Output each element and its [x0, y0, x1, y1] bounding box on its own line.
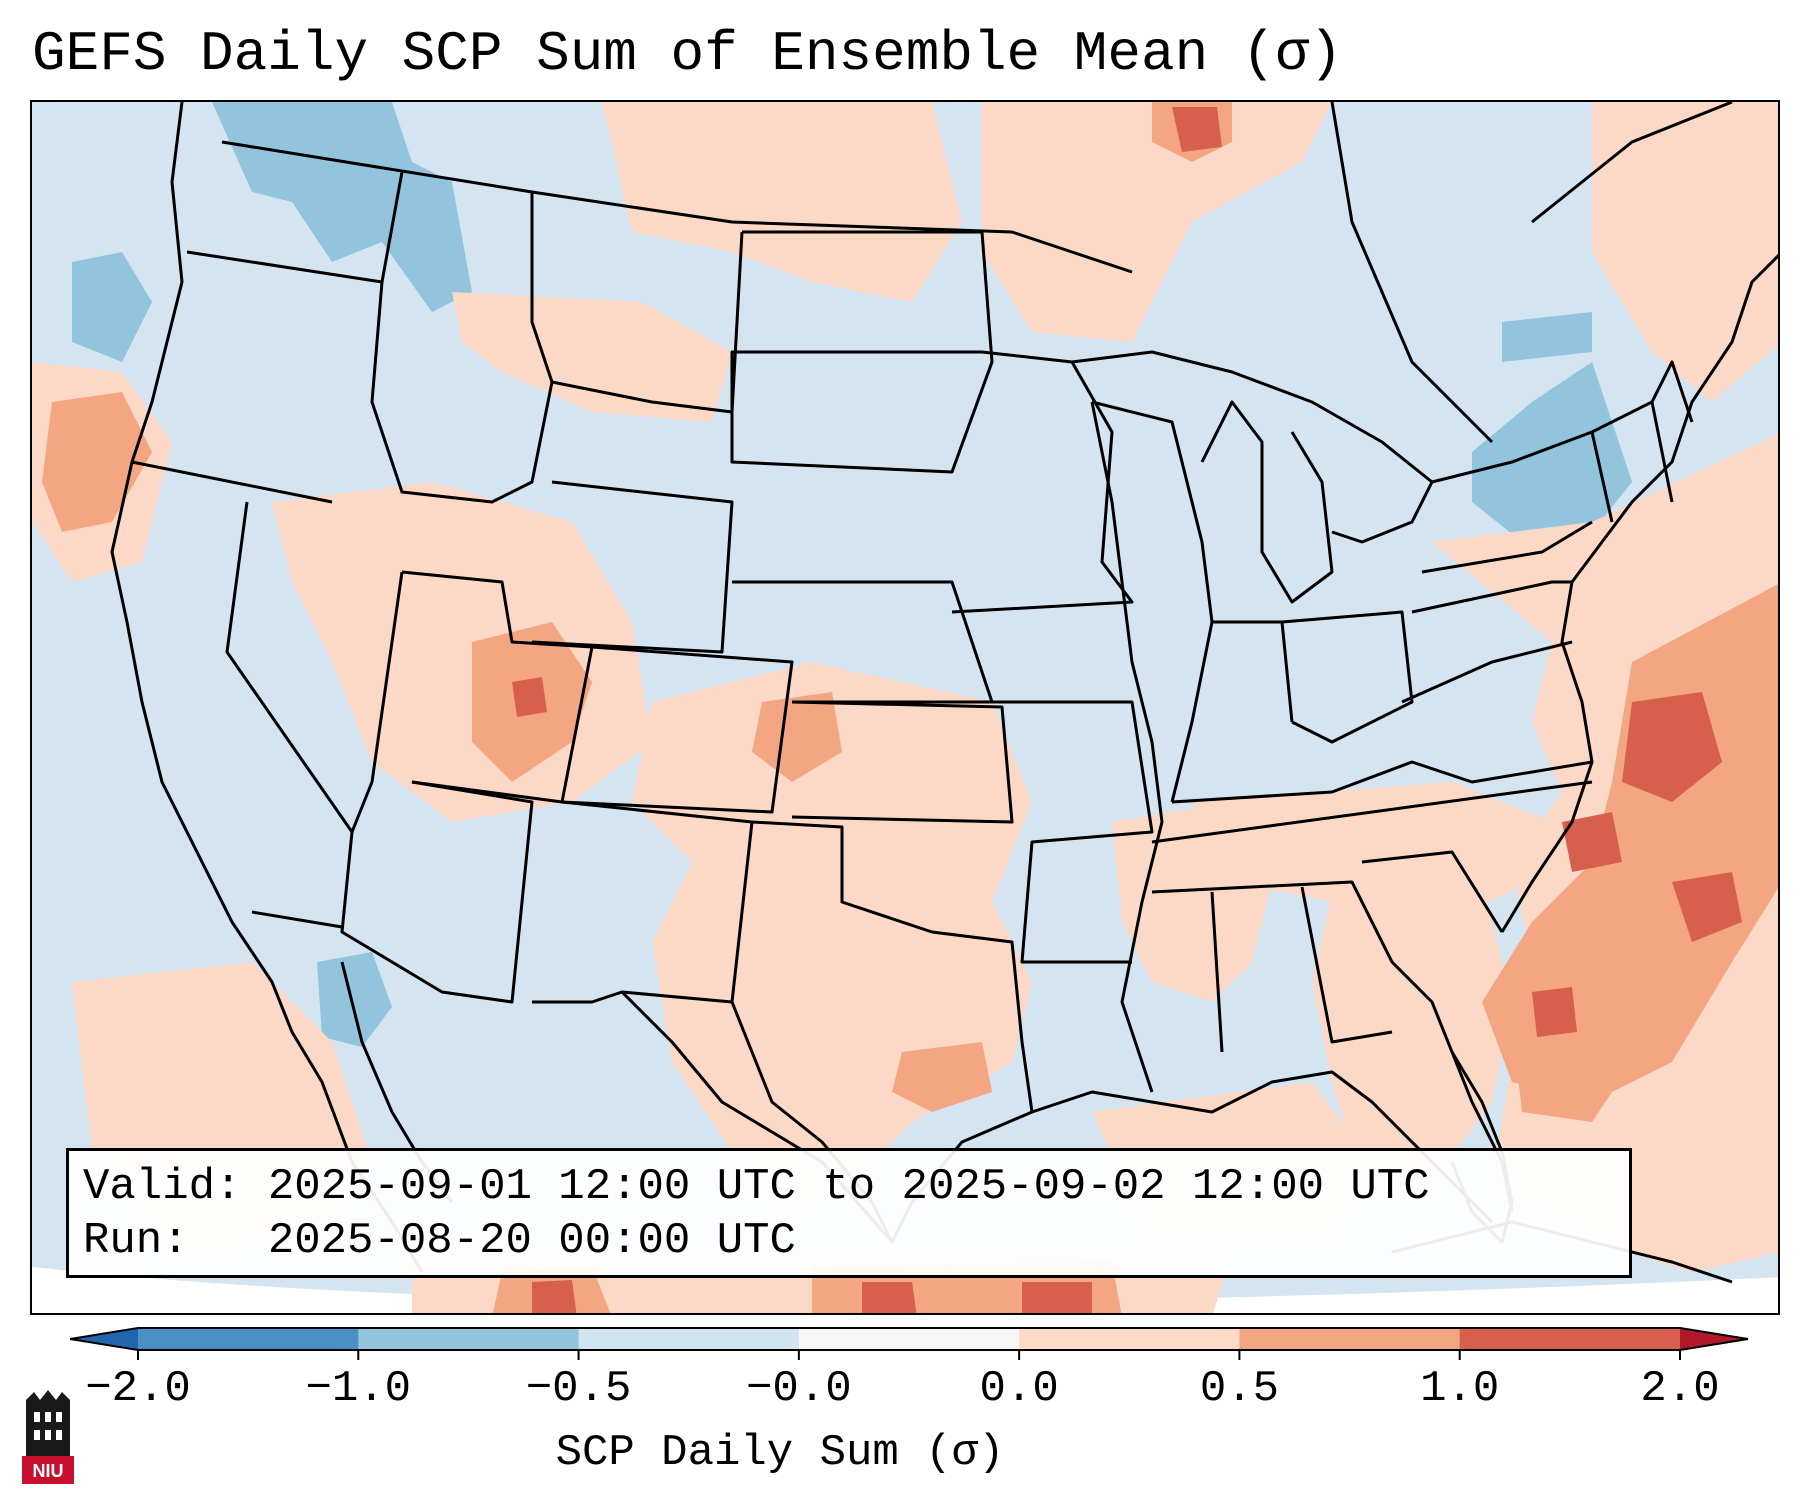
california-mexico: [251, 910, 343, 929]
anomaly-patch: [1022, 1282, 1092, 1313]
anomaly-patch: [602, 102, 962, 302]
colorado: [561, 645, 794, 814]
oregon-south: [131, 460, 333, 504]
kentucky-tennessee: [1151, 760, 1593, 844]
run-line: Run: 2025-08-20 00:00 UTC: [83, 1214, 1629, 1268]
anomaly-patch: [272, 482, 652, 822]
northeast: [1431, 360, 1694, 523]
anomaly-patch: [1672, 872, 1742, 942]
colorbar-label: SCP Daily Sum (σ): [555, 1428, 1005, 1478]
validity-info-box: Valid: 2025-09-01 12:00 UTC to 2025-09-0…: [66, 1148, 1632, 1278]
colorbar-bin: [798, 1328, 1020, 1350]
colorbar-tick-label: 2.0: [1640, 1364, 1720, 1414]
anomaly-patch: [452, 292, 732, 422]
positive-strong-areas: [512, 107, 1742, 1313]
valid-value: 2025-09-01 12:00 UTC to 2025-09-02 12:00…: [267, 1162, 1430, 1212]
missouri-arkansas: [992, 700, 1154, 964]
anomaly-patch: [1592, 102, 1778, 402]
colorbar-bin: [358, 1328, 580, 1350]
logo-text: NIU: [33, 1461, 64, 1481]
arizona: [340, 780, 534, 1004]
anomaly-patch: [1172, 107, 1222, 152]
niu-logo: NIU: [22, 1390, 74, 1484]
dakotas: [730, 230, 994, 474]
valid-line: Valid: 2025-09-01 12:00 UTC to 2025-09-0…: [83, 1160, 1629, 1214]
colorbar-tick-label: −2.0: [85, 1364, 191, 1414]
anomaly-patch: [512, 677, 547, 717]
new-mexico: [532, 800, 754, 1004]
run-value: 2025-08-20 00:00 UTC: [267, 1216, 796, 1266]
indiana-ohio: [1212, 610, 1414, 744]
colorbar-tick-label: −1.0: [305, 1364, 412, 1414]
colorbar-bin: [138, 1328, 359, 1350]
anomaly-patch: [1472, 362, 1632, 542]
wisconsin-illinois: [1091, 400, 1214, 803]
nebraska-kansas: [732, 580, 1014, 824]
anomaly-patch: [1502, 312, 1592, 362]
anomaly-patch: [72, 252, 152, 362]
canada-east: [1330, 102, 1733, 444]
colorbar-tick-label: 0.0: [979, 1364, 1059, 1414]
anomaly-patch: [212, 102, 472, 312]
colorbar: [70, 1327, 1749, 1360]
montana: [530, 192, 744, 414]
canada-border: [221, 140, 1133, 274]
anomaly-patch: [892, 1042, 992, 1112]
colorbar-tick-label: −0.5: [525, 1364, 632, 1414]
minnesota-iowa: [951, 350, 1134, 614]
colorbar-segments: [70, 1327, 1749, 1351]
positive-light-areas: [32, 102, 1778, 1313]
idaho: [370, 281, 554, 504]
colorbar-tick-label: −0.0: [746, 1364, 852, 1414]
wyoming: [531, 480, 734, 654]
map-panel: [30, 100, 1780, 1315]
colorbar-bin: [1459, 1328, 1681, 1350]
colorbar-bin: [1239, 1328, 1461, 1350]
colorbar-extend-high: [1680, 1328, 1748, 1350]
colorbar-ticks: [137, 1350, 1681, 1360]
colorbar-tick-label: 1.0: [1420, 1364, 1500, 1414]
anomaly-patch: [317, 952, 392, 1047]
colorbar-tick-label: 0.5: [1199, 1364, 1280, 1414]
michigan: [1200, 400, 1334, 604]
mississippi-river: [1090, 401, 1164, 1093]
anomaly-patch: [1622, 692, 1722, 802]
valid-label: Valid:: [83, 1162, 242, 1212]
anomaly-patch: [1312, 882, 1512, 1182]
southeast: [1151, 850, 1514, 1213]
colorbar-extend-low: [70, 1328, 138, 1350]
scp-anomaly-map: [32, 102, 1778, 1313]
colorbar-bin: [1019, 1328, 1240, 1350]
east-coast: [1500, 253, 1778, 933]
anomaly-patch: [1532, 987, 1577, 1037]
colorbar-bin: [578, 1328, 800, 1350]
logo-tower: [26, 1390, 70, 1456]
anomaly-patch: [982, 102, 1332, 342]
plot-title: GEFS Daily SCP Sum of Ensemble Mean (σ): [32, 22, 1343, 86]
anomaly-patch: [1562, 812, 1622, 872]
appalachian-states: [1401, 520, 1593, 704]
great-lakes: [1071, 350, 1434, 544]
run-label: Run:: [83, 1216, 189, 1266]
west-coast-outline: [110, 102, 424, 1273]
anomaly-patch: [532, 1280, 577, 1313]
anomaly-patch: [862, 1282, 917, 1313]
anomaly-patch: [752, 692, 842, 782]
negative-anomaly-areas: [72, 102, 1632, 1047]
